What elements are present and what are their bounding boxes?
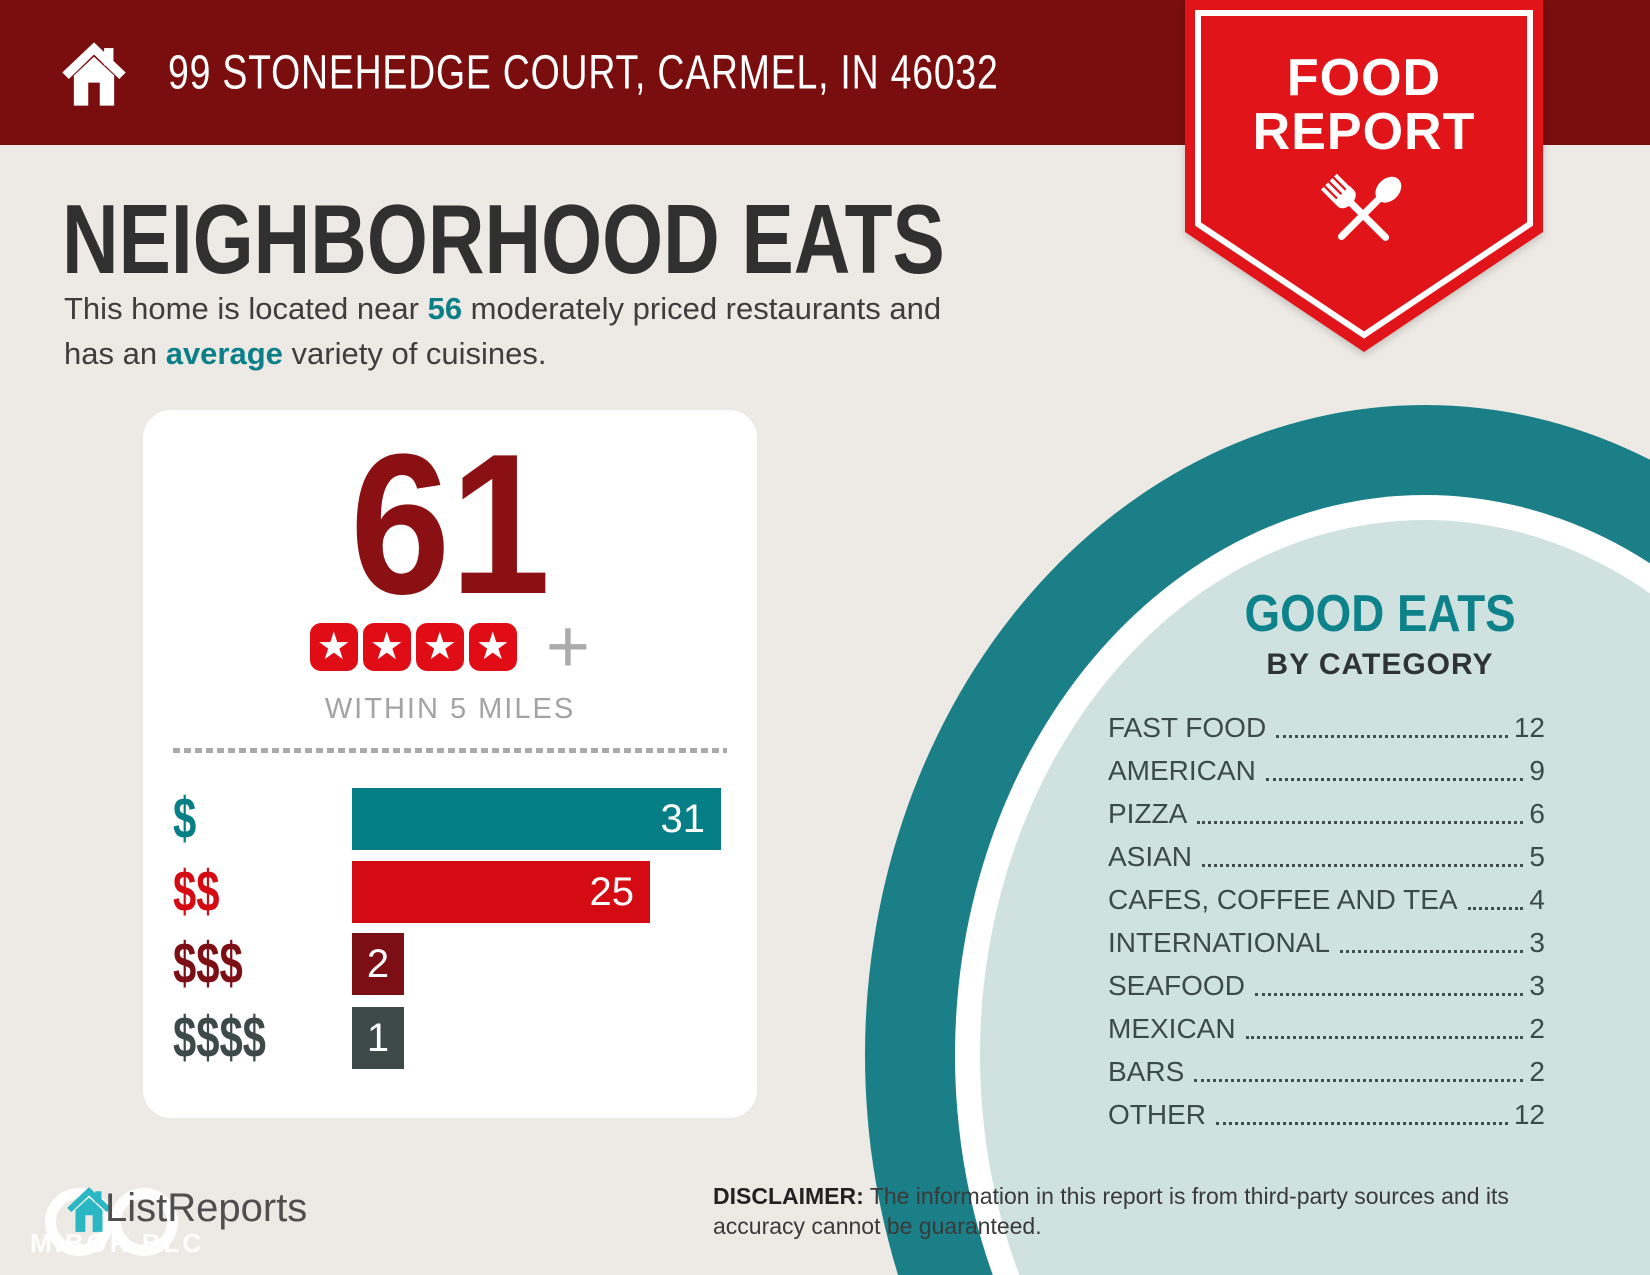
list-item: MEXICAN 2 <box>1108 1013 1545 1044</box>
dotted-leader <box>1216 1122 1508 1125</box>
list-item: OTHER 12 <box>1108 1099 1545 1130</box>
list-item: SEAFOOD 3 <box>1108 970 1545 1001</box>
dotted-leader <box>1194 1079 1524 1082</box>
price-level-bar-chart: $ 31 $$ 25 $$$ 2 $$$$ 1 <box>143 410 757 1118</box>
bar: 2 <box>352 933 404 995</box>
price-label: $$ <box>173 859 220 924</box>
listreports-house-icon <box>67 1187 111 1232</box>
variety-highlight: average <box>165 335 283 371</box>
list-item: PIZZA 6 <box>1108 798 1545 829</box>
dotted-leader <box>1254 993 1524 996</box>
dotted-leader <box>1202 864 1524 867</box>
property-address: 99 STONEHEDGE COURT, CARMEL, IN 46032 <box>168 46 999 99</box>
logo-ring-icon <box>110 1188 178 1256</box>
price-label: $$$ <box>173 931 243 996</box>
bar: 31 <box>352 788 721 850</box>
good-eats-title: GOOD EATS <box>1244 585 1516 643</box>
dotted-leader <box>1265 778 1524 781</box>
mls-watermark: MIBOR BLC <box>30 1228 205 1258</box>
price-label: $ <box>173 786 197 851</box>
list-item: CAFES, COFFEE AND TEA 4 <box>1108 884 1545 915</box>
star-icon: ★ <box>468 623 517 671</box>
bar: 25 <box>352 861 650 923</box>
spoon-fork-icon <box>1320 173 1402 241</box>
radius-caption: WITHIN 5 MILES <box>324 693 576 725</box>
list-item: FAST FOOD 12 <box>1108 712 1545 743</box>
dashed-divider <box>173 748 727 753</box>
price-label: $$$$ <box>173 1005 266 1070</box>
disclaimer-text: DISCLAIMER: The information in this repo… <box>713 1183 1509 1239</box>
dotted-leader <box>1276 735 1508 738</box>
good-eats-category-list: FAST FOOD 12 AMERICAN 9 PIZZA 6 ASIAN 5 CAFE… <box>1108 712 1545 1142</box>
restaurant-summary-card: 61 ★ ★ ★ ★ + WITHIN 5 MILES $ 31 $$ 25 $$$ 2… <box>143 410 757 1118</box>
list-item: ASIAN 5 <box>1108 841 1545 872</box>
list-item: BARS 2 <box>1108 1056 1545 1087</box>
bar-row: $$$ 2 <box>143 933 757 995</box>
star-icon: ★ <box>415 623 464 671</box>
page-title: NEIGHBORHOOD EATS <box>62 184 945 294</box>
bar-row: $$$$ 1 <box>143 1007 757 1069</box>
star-icon: ★ <box>309 623 358 671</box>
food-report-ribbon: FOOD REPORT <box>1185 0 1543 360</box>
dotted-leader <box>1245 1036 1524 1039</box>
bar-row: $ 31 <box>143 788 757 850</box>
star-icon: ★ <box>362 623 411 671</box>
restaurant-count: 61 <box>349 413 551 636</box>
list-item: INTERNATIONAL 3 <box>1108 927 1545 958</box>
page-subtitle: This home is located near 56 moderately … <box>64 291 942 371</box>
ribbon-shape <box>1185 0 1543 352</box>
logo-ring-icon <box>45 1188 113 1256</box>
ribbon-title-line2: REPORT <box>1252 103 1476 161</box>
bar: 1 <box>352 1007 404 1069</box>
dotted-leader <box>1339 950 1524 953</box>
good-eats-subtitle: BY CATEGORY <box>1266 648 1494 681</box>
list-item: AMERICAN 9 <box>1108 755 1545 786</box>
bar-row: $$ 25 <box>143 861 757 923</box>
ribbon-title-line1: FOOD <box>1286 49 1442 107</box>
home-icon <box>62 42 126 106</box>
restaurant-count-highlight: 56 <box>427 291 463 326</box>
dotted-leader <box>1467 907 1524 910</box>
dotted-leader <box>1197 821 1524 824</box>
listreports-logo-text: ListReports <box>105 1186 308 1230</box>
